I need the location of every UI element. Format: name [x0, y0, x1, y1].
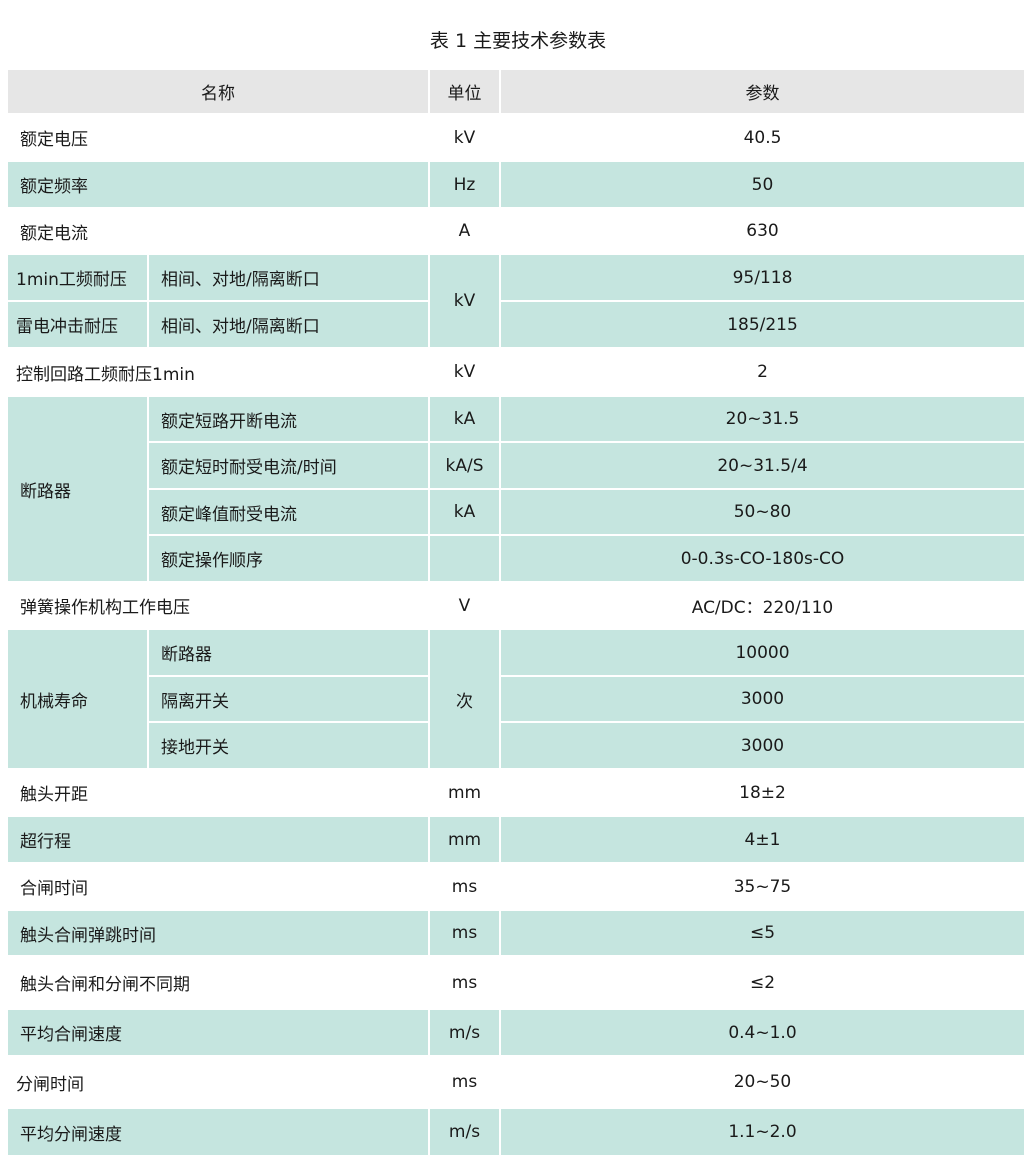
table-title: 表 1 主要技术参数表 — [429, 30, 607, 52]
cell-name: 额定电压 — [6, 113, 430, 162]
cell-name: 额定电流 — [6, 207, 430, 255]
table-row: 雷电冲击耐压 相间、对地/隔离断口 185/215 — [6, 300, 1026, 349]
cell-unit: m/s — [428, 1008, 501, 1057]
cell-unit: kA — [428, 488, 501, 536]
table-header: 名称 单位 参数 — [6, 68, 1026, 115]
cell-name: 雷电冲击耐压 — [6, 300, 149, 349]
cell-unit: kA — [428, 395, 501, 443]
cell-name: 1min工频耐压 — [6, 253, 149, 302]
cell-sub: 额定操作顺序 — [147, 534, 430, 583]
cell-value: 50 — [499, 160, 1026, 209]
cell-value: 4±1 — [499, 815, 1026, 864]
cell-unit — [428, 534, 501, 583]
table-row: 额定短时耐受电流/时间 kA/S 20~31.5/4 — [7, 441, 1026, 490]
cell-value: 3000 — [499, 721, 1026, 770]
cell-value: 10000 — [499, 628, 1026, 677]
cell-unit: mm — [428, 768, 501, 817]
cell-value: 0.4~1.0 — [499, 1008, 1026, 1057]
table-row: 额定电压 kV 40.5 — [6, 113, 1026, 162]
cell-name: 触头开距 — [6, 768, 430, 817]
table-row: 触头合闸弹跳时间 ms ≤5 — [6, 909, 1026, 957]
table-row: 断路器 额定短路开断电流 kA 20~31.5 — [6, 395, 1026, 583]
cell-value: ≤2 — [499, 955, 1026, 1010]
cell-value: 95/118 — [499, 253, 1026, 302]
cell-name: 合闸时间 — [6, 862, 430, 911]
cell-unit: ms — [428, 1055, 501, 1109]
table-row: 平均合闸速度 m/s 0.4~1.0 — [6, 1008, 1026, 1057]
cell-value: 20~50 — [499, 1055, 1026, 1109]
cell-name: 平均合闸速度 — [6, 1008, 430, 1057]
cell-sub: 额定短路开断电流 — [147, 395, 430, 443]
spec-table: 名称 单位 参数 额定电压 kV 40.5 额定频率 Hz 50 额定电流 A 630 1min工… — [6, 68, 1026, 1157]
cell-unit: Hz — [428, 160, 501, 209]
table-row: 触头开距 mm 18±2 — [6, 768, 1026, 817]
cell-name: 额定频率 — [6, 160, 430, 209]
cell-name: 断路器 — [6, 395, 149, 583]
cell-sub: 相间、对地/隔离断口 — [147, 253, 430, 302]
table-row: 控制回路工频耐压1min kV 2 — [6, 347, 1026, 397]
cell-value: ≤5 — [499, 909, 1026, 957]
table-row: 合闸时间 ms 35~75 — [6, 862, 1026, 911]
cell-value: 3000 — [499, 675, 1026, 723]
cell-unit: V — [428, 581, 501, 630]
table-row: 触头合闸和分闸不同期 ms ≤2 — [6, 955, 1026, 1010]
table-row: 额定操作顺序 0-0.3s-CO-180s-CO — [7, 534, 1026, 583]
cell-name: 弹簧操作机构工作电压 — [6, 581, 430, 630]
cell-name: 分闸时间 — [6, 1055, 430, 1109]
cell-name: 机械寿命 — [6, 628, 149, 770]
table-row: 机械寿命 断路器次 10000 — [6, 628, 1026, 770]
table-row: 弹簧操作机构工作电压 V AC/DC：220/110 — [6, 581, 1026, 630]
cell-unit: kV — [428, 347, 501, 397]
table-row: 超行程 mm 4±1 — [6, 815, 1026, 864]
table-row: 额定电流 A 630 — [6, 207, 1026, 255]
cell-sub: 相间、对地/隔离断口 — [147, 300, 430, 349]
table-row: 接地开关 3000 — [7, 721, 1026, 770]
cell-value: 20~31.5 — [499, 395, 1026, 443]
cell-value: 2 — [499, 347, 1026, 397]
cell-value: 1.1~2.0 — [499, 1107, 1026, 1157]
header-unit: 单位 — [428, 68, 501, 115]
cell-name: 触头合闸和分闸不同期 — [6, 955, 430, 1010]
cell-value: 35~75 — [499, 862, 1026, 911]
cell-value: 40.5 — [499, 113, 1026, 162]
header-param: 参数 — [499, 68, 1026, 115]
cell-unit: kA/S — [428, 441, 501, 490]
cell-unit: m/s — [428, 1107, 501, 1157]
cell-sub: 隔离开关 — [147, 675, 430, 723]
cell-name: 超行程 — [6, 815, 430, 864]
header-name: 名称 — [6, 68, 430, 115]
cell-value: 18±2 — [499, 768, 1026, 817]
table-row: 平均分闸速度 m/s 1.1~2.0 — [6, 1107, 1026, 1157]
table-row: 额定频率 Hz 50 — [6, 160, 1026, 209]
table-row: 分闸时间 ms 20~50 — [6, 1055, 1026, 1109]
cell-sub: 接地开关 — [147, 721, 430, 770]
table-row: 1min工频耐压 相间、对地/隔离断口 kV 95/118 — [6, 253, 1026, 349]
cell-value: AC/DC：220/110 — [499, 581, 1026, 630]
cell-unit: ms — [428, 862, 501, 911]
cell-unit: A — [428, 207, 501, 255]
cell-value: 50~80 — [499, 488, 1026, 536]
cell-sub: 额定峰值耐受电流 — [147, 488, 430, 536]
cell-sub: 断路器 — [147, 628, 430, 677]
cell-value: 630 — [499, 207, 1026, 255]
cell-name: 控制回路工频耐压1min — [6, 347, 430, 397]
cell-unit: kV — [428, 113, 501, 162]
cell-value: 0-0.3s-CO-180s-CO — [499, 534, 1026, 583]
cell-sub: 额定短时耐受电流/时间 — [147, 441, 430, 490]
cell-value: 185/215 — [499, 300, 1026, 349]
cell-unit: kV — [428, 253, 501, 349]
table-row: 隔离开关 3000 — [7, 675, 1026, 723]
cell-unit: ms — [428, 955, 501, 1010]
cell-name: 平均分闸速度 — [6, 1107, 430, 1157]
table-row: 额定峰值耐受电流 kA 50~80 — [7, 488, 1026, 536]
cell-value: 20~31.5/4 — [499, 441, 1026, 490]
cell-name: 触头合闸弹跳时间 — [6, 909, 430, 957]
cell-unit: ms — [428, 909, 501, 957]
cell-unit: mm — [428, 815, 501, 864]
cell-unit: 次 — [428, 628, 501, 770]
